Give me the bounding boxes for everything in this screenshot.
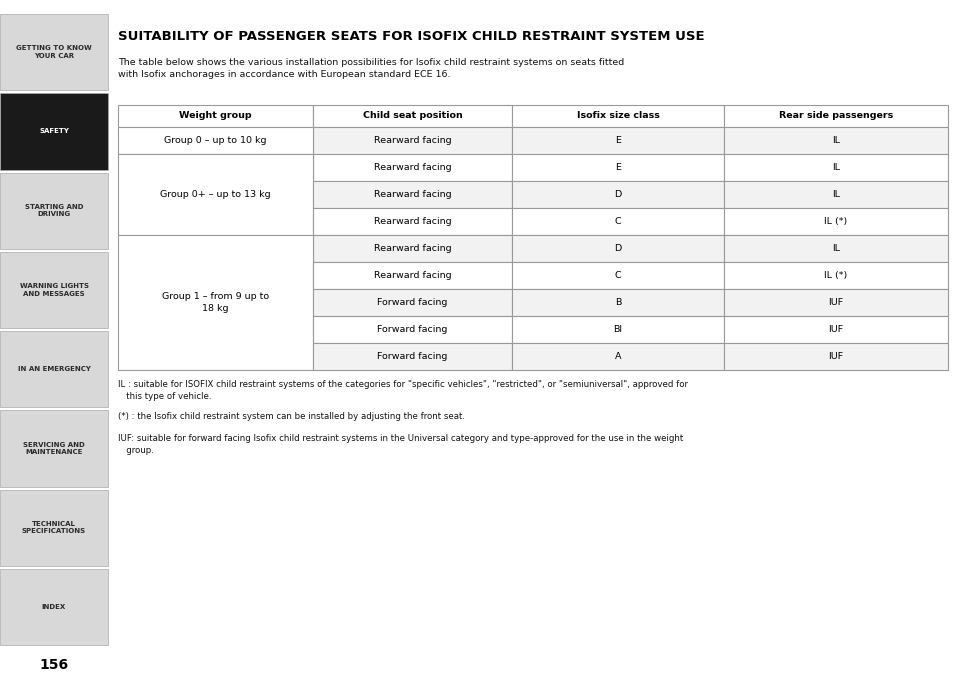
Text: C: C — [614, 217, 621, 226]
Text: D: D — [614, 244, 622, 253]
Text: IL: IL — [832, 244, 840, 253]
Bar — [313, 289, 513, 316]
Bar — [0, 331, 108, 407]
Text: D: D — [614, 190, 622, 199]
Text: Rearward facing: Rearward facing — [373, 271, 451, 280]
Bar — [313, 105, 513, 127]
Bar — [724, 262, 948, 289]
Bar — [513, 262, 724, 289]
Text: (*) : the Isofix child restraint system can be installed by adjusting the front : (*) : the Isofix child restraint system … — [118, 412, 465, 421]
Text: Forward facing: Forward facing — [377, 352, 447, 361]
Text: IUF: IUF — [828, 352, 844, 361]
Text: SUITABILITY OF PASSENGER SEATS FOR ISOFIX CHILD RESTRAINT SYSTEM USE: SUITABILITY OF PASSENGER SEATS FOR ISOFI… — [118, 30, 705, 43]
Text: GETTING TO KNOW
YOUR CAR: GETTING TO KNOW YOUR CAR — [16, 45, 92, 59]
Bar — [313, 316, 513, 343]
Bar — [313, 154, 513, 181]
Text: IL (*): IL (*) — [825, 271, 848, 280]
Bar — [313, 181, 513, 208]
Text: SERVICING AND
MAINTENANCE: SERVICING AND MAINTENANCE — [23, 441, 84, 455]
Bar — [724, 181, 948, 208]
Bar — [724, 235, 948, 262]
Text: IL: IL — [832, 190, 840, 199]
Bar — [0, 252, 108, 328]
Text: Rearward facing: Rearward facing — [373, 244, 451, 253]
Text: BI: BI — [613, 325, 623, 334]
Text: IL : suitable for ISOFIX child restraint systems of the categories for "specific: IL : suitable for ISOFIX child restraint… — [118, 380, 688, 401]
Text: Child seat position: Child seat position — [363, 111, 463, 120]
Bar — [0, 410, 108, 486]
Bar — [724, 343, 948, 370]
Text: Forward facing: Forward facing — [377, 298, 447, 307]
Text: Group 1 – from 9 up to
18 kg: Group 1 – from 9 up to 18 kg — [162, 293, 269, 312]
Bar — [724, 316, 948, 343]
Bar — [513, 208, 724, 235]
Text: IN AN EMERGENCY: IN AN EMERGENCY — [17, 366, 90, 372]
Bar — [724, 154, 948, 181]
Text: IL: IL — [832, 163, 840, 172]
Bar — [724, 105, 948, 127]
Bar — [513, 235, 724, 262]
Text: IUF: IUF — [828, 298, 844, 307]
Text: IL: IL — [832, 136, 840, 145]
Text: C: C — [614, 271, 621, 280]
Bar — [724, 127, 948, 154]
Text: Isofix size class: Isofix size class — [577, 111, 660, 120]
Text: TECHNICAL
SPECIFICATIONS: TECHNICAL SPECIFICATIONS — [22, 521, 86, 534]
Bar — [0, 172, 108, 249]
Text: E: E — [615, 136, 621, 145]
Text: IUF: IUF — [828, 325, 844, 334]
Bar — [313, 343, 513, 370]
Text: Weight group: Weight group — [180, 111, 252, 120]
Bar — [118, 235, 313, 370]
Bar — [513, 316, 724, 343]
Bar — [313, 235, 513, 262]
Bar — [513, 105, 724, 127]
Bar — [313, 208, 513, 235]
Text: Rearward facing: Rearward facing — [373, 217, 451, 226]
Bar — [313, 262, 513, 289]
Bar — [0, 93, 108, 170]
Bar — [513, 154, 724, 181]
Text: INDEX: INDEX — [42, 604, 66, 610]
Text: Rearward facing: Rearward facing — [373, 136, 451, 145]
Text: STARTING AND
DRIVING: STARTING AND DRIVING — [25, 204, 84, 217]
Text: Rear side passengers: Rear side passengers — [779, 111, 893, 120]
Text: The table below shows the various installation possibilities for Isofix child re: The table below shows the various instal… — [118, 58, 624, 79]
Bar — [724, 208, 948, 235]
Bar — [513, 343, 724, 370]
Bar — [0, 569, 108, 645]
Bar — [724, 289, 948, 316]
Text: Group 0+ – up to 13 kg: Group 0+ – up to 13 kg — [160, 190, 271, 199]
Bar — [513, 181, 724, 208]
Bar — [513, 127, 724, 154]
Text: A: A — [614, 352, 621, 361]
Text: IUF: suitable for forward facing Isofix child restraint systems in the Universal: IUF: suitable for forward facing Isofix … — [118, 434, 684, 455]
Text: Rearward facing: Rearward facing — [373, 190, 451, 199]
Text: Group 0 – up to 10 kg: Group 0 – up to 10 kg — [164, 136, 267, 145]
Text: E: E — [615, 163, 621, 172]
Bar — [513, 289, 724, 316]
Bar — [313, 127, 513, 154]
Bar — [118, 105, 313, 127]
Text: IL (*): IL (*) — [825, 217, 848, 226]
Text: Rearward facing: Rearward facing — [373, 163, 451, 172]
Text: B: B — [615, 298, 621, 307]
Bar — [0, 490, 108, 566]
Bar — [118, 127, 313, 154]
Text: Forward facing: Forward facing — [377, 325, 447, 334]
Bar — [0, 14, 108, 90]
Text: WARNING LIGHTS
AND MESSAGES: WARNING LIGHTS AND MESSAGES — [19, 283, 88, 297]
Text: 156: 156 — [39, 658, 68, 672]
Text: SAFETY: SAFETY — [39, 128, 69, 134]
Bar — [118, 154, 313, 235]
